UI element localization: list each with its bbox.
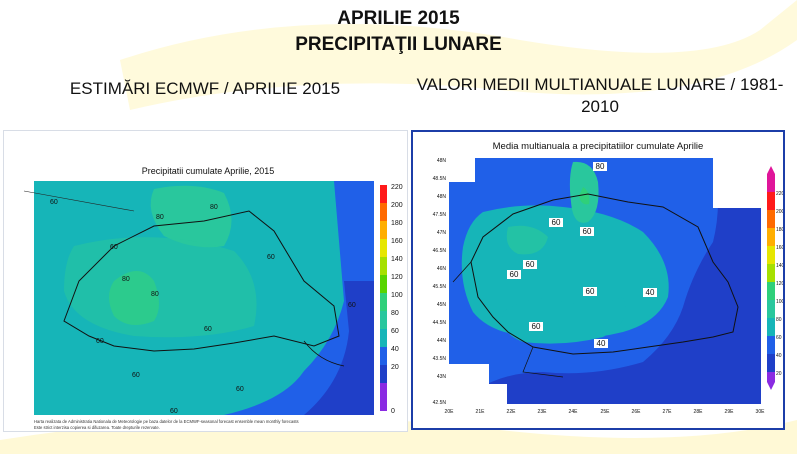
lon-label: 28E (694, 409, 704, 415)
lon-label: 29E (725, 409, 735, 415)
lat-label: 47N (437, 230, 447, 236)
contour-label: 60 (583, 227, 592, 236)
lat-label: 46.5N (433, 248, 447, 254)
legend-label: 20 (776, 371, 782, 377)
contour-label: 60 (532, 322, 541, 331)
lon-label: 27E (663, 409, 673, 415)
lat-label: 48N (437, 158, 447, 164)
right-heading: VALORI MEDII MULTIANUALE LUNARE / 1981-2… (416, 75, 784, 116)
ecmwf-footnote: Harta realizata de Administratia Nationa… (34, 419, 299, 424)
legend-label: 220 (391, 184, 403, 191)
lat-label: 44.5N (433, 320, 447, 326)
contour-label: 80 (122, 276, 130, 283)
contour-label: 60 (236, 386, 244, 393)
ecmwf-map-panel: Precipitatii cumulate Aprilie, 2015 60 8… (3, 130, 408, 432)
contour-label: 60 (586, 287, 595, 296)
legend-label: 40 (776, 353, 782, 359)
legend-label: 60 (776, 335, 782, 341)
page-subtitle: PRECIPITAŢII LUNARE (295, 34, 502, 55)
lon-label: 25E (601, 409, 611, 415)
legend-label: 120 (776, 281, 783, 287)
contour-label: 80 (210, 204, 218, 211)
contour-label: 60 (526, 260, 535, 269)
climatology-map-panel: Media multianuala a precipitatiilor cumu… (411, 130, 785, 430)
lat-label: 43.5N (433, 356, 447, 362)
legend-label: 100 (391, 292, 403, 299)
lon-label: 21E (476, 409, 486, 415)
contour-label: 60 (552, 218, 561, 227)
contour-label: 80 (151, 291, 159, 298)
lat-label: 43N (437, 374, 447, 380)
climatology-map-title: Media multianuala a precipitatiilor cumu… (493, 141, 704, 152)
legend-label: 120 (391, 274, 403, 281)
legend-label: 160 (391, 238, 403, 245)
contour-label: 60 (110, 244, 118, 251)
legend-label: 200 (776, 209, 783, 215)
climatology-map: Media multianuala a precipitatiilor cumu… (413, 134, 785, 415)
legend-label: 40 (391, 346, 399, 353)
contour-label: 60 (267, 254, 275, 261)
legend-label: 140 (776, 263, 783, 269)
legend-label: 100 (776, 299, 783, 305)
lat-label: 47.5N (433, 212, 447, 218)
contour-label: 40 (646, 288, 655, 297)
legend-label: 0 (391, 408, 395, 415)
lat-label: 45.5N (433, 284, 447, 290)
contour-label: 60 (50, 199, 58, 206)
lon-label: 24E (569, 409, 579, 415)
lat-label: 42.5N (433, 400, 447, 406)
ecmwf-legend: 220 200 180 160 140 120 100 80 60 40 20 … (380, 184, 403, 415)
lon-label: 30E (756, 409, 766, 415)
left-heading: ESTIMĂRI ECMWF / APRILIE 2015 (69, 79, 341, 98)
ecmwf-map-title: Precipitatii cumulate Aprilie, 2015 (142, 166, 275, 176)
contour-label: 60 (132, 372, 140, 379)
contour-label: 80 (156, 214, 164, 221)
legend-label: 80 (776, 317, 782, 323)
climatology-legend: 220 200 180 160 140 120 100 80 60 40 20 (767, 166, 785, 390)
lon-label: 20E (445, 409, 455, 415)
ecmwf-footnote: Este strict interzisa copierea si difuza… (34, 425, 160, 430)
contour-label: 60 (510, 270, 519, 279)
lat-label: 48N (437, 194, 447, 200)
contour-label: 60 (204, 326, 212, 333)
page-title: APRILIE 2015 (337, 8, 460, 29)
lat-label: 48.5N (433, 176, 447, 182)
legend-label: 20 (391, 364, 399, 371)
lon-label: 26E (632, 409, 642, 415)
contour-label: 40 (597, 339, 606, 348)
legend-label: 200 (391, 202, 403, 209)
longitude-axis: 20E 21E 22E 23E 24E 25E 26E 27E 28E 29E … (445, 409, 766, 415)
lat-label: 44N (437, 338, 447, 344)
legend-label: 160 (776, 245, 783, 251)
contour-label: 60 (96, 338, 104, 345)
legend-label: 180 (776, 227, 783, 233)
lat-label: 46N (437, 266, 447, 272)
lon-label: 23E (538, 409, 548, 415)
legend-label: 220 (776, 191, 783, 197)
lon-label: 22E (507, 409, 517, 415)
legend-label: 180 (391, 220, 403, 227)
contour-label: 60 (170, 408, 178, 415)
latitude-axis: 48N 48.5N 48N 47.5N 47N 46.5N 46N 45.5N … (433, 158, 447, 406)
ecmwf-map: Precipitatii cumulate Aprilie, 2015 60 8… (23, 166, 403, 430)
lat-label: 45N (437, 302, 447, 308)
legend-label: 80 (391, 310, 399, 317)
legend-label: 60 (391, 328, 399, 335)
legend-label: 140 (391, 256, 403, 263)
contour-label: 60 (348, 302, 356, 309)
contour-label: 80 (596, 162, 605, 171)
